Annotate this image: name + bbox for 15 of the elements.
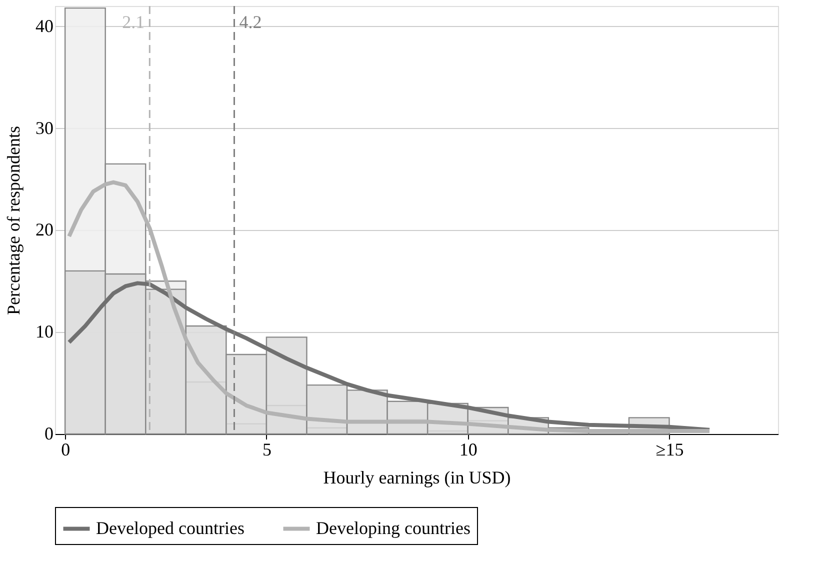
x-tick-label: 5 xyxy=(262,440,272,460)
y-axis-title: Percentage of respondents xyxy=(4,126,24,315)
y-tick-label: 30 xyxy=(36,118,54,138)
ref-line-label: 4.2 xyxy=(239,12,262,32)
x-tick-label: 0 xyxy=(61,440,70,460)
legend-label: Developed countries xyxy=(96,518,244,538)
y-tick-label: 40 xyxy=(36,16,54,36)
x-tick-label: 10 xyxy=(459,440,478,460)
legend-label: Developing countries xyxy=(316,518,470,538)
x-tick-label: ≥15 xyxy=(656,440,684,460)
x-axis-title: Hourly earnings (in USD) xyxy=(323,468,511,488)
y-tick-label: 20 xyxy=(36,220,54,240)
y-tick-label: 0 xyxy=(44,424,54,444)
ref-line-label: 2.1 xyxy=(122,12,145,32)
y-tick-label: 10 xyxy=(36,322,54,342)
